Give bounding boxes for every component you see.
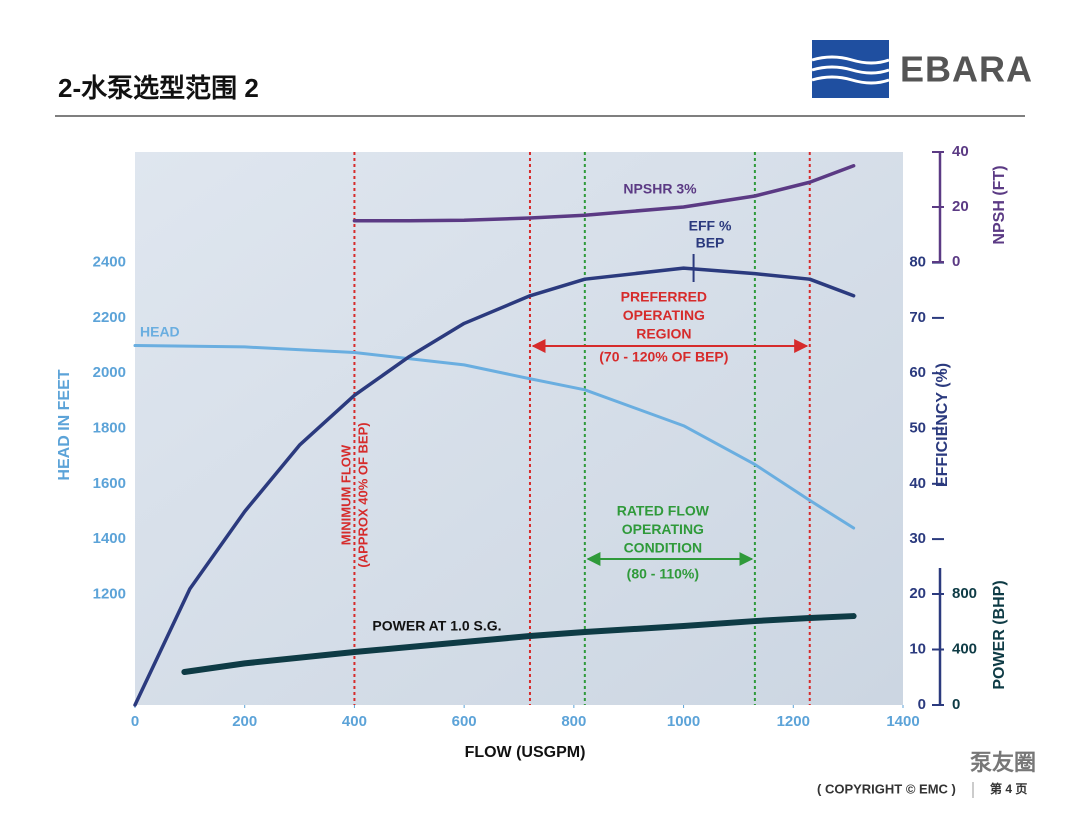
x-tick-label: 800: [561, 713, 586, 730]
logo-mark: [811, 40, 890, 98]
annotation: (70 - 120% OF BEP): [599, 349, 728, 365]
series-label: NPSHR 3%: [623, 181, 697, 197]
x-tick-label: 1400: [886, 713, 919, 730]
annotation: OPERATING: [622, 521, 704, 537]
copyright: ( COPYRIGHT © EMC ): [817, 781, 956, 796]
page-number: 第 4 页: [990, 781, 1027, 796]
y-tick-label: 1200: [93, 585, 126, 602]
y-tick-label: 1800: [93, 419, 126, 436]
slide-title: 2-水泵选型范围 2: [58, 73, 259, 103]
series-line: [133, 344, 856, 530]
y-tick-label: 40: [952, 143, 969, 160]
series-line: [181, 613, 857, 675]
x-tick-label: 400: [342, 713, 367, 730]
annotation: (80 - 110%): [627, 566, 699, 582]
axis-title: HEAD IN FEET: [56, 369, 73, 480]
logo-text: EBARA: [900, 49, 1033, 90]
x-tick-label: 1200: [777, 713, 810, 730]
y-tick-label: 50: [909, 419, 926, 436]
y-tick-label: 2400: [93, 254, 126, 271]
y-tick-label: 20: [952, 198, 969, 215]
y-tick-label: 2000: [93, 364, 126, 381]
x-tick-label: 0: [131, 713, 139, 730]
y-tick-label: 70: [909, 309, 926, 326]
y-tick-label: 0: [918, 696, 926, 713]
annotation: REGION: [636, 326, 691, 342]
axis-title: POWER (BHP): [991, 580, 1008, 689]
y-tick-label: 800: [952, 585, 977, 602]
y-tick-label: 60: [909, 364, 926, 381]
series-label: EFF %: [689, 218, 732, 234]
y-tick-label: 400: [952, 640, 977, 657]
y-tick-label: 0: [952, 696, 960, 713]
series-label: POWER AT 1.0 S.G.: [372, 618, 501, 634]
y-tick-label: 1400: [93, 530, 126, 547]
annotation: CONDITION: [624, 540, 703, 556]
axis-title: NPSH (FT): [991, 165, 1008, 244]
y-tick-label: 30: [909, 530, 926, 547]
series-line: [133, 266, 856, 707]
y-tick-label: 20: [909, 585, 926, 602]
watermark: 泵友圈: [970, 750, 1036, 775]
x-tick-label: 1000: [667, 713, 700, 730]
x-tick-label: 600: [452, 713, 477, 730]
x-tick-label: 200: [232, 713, 257, 730]
annotation: (APPROX 40% OF BEP): [355, 422, 370, 567]
y-tick-label: 10: [909, 640, 926, 657]
annotation: OPERATING: [623, 307, 705, 323]
y-tick-label: 40: [909, 475, 926, 492]
y-tick-label: 2200: [93, 309, 126, 326]
annotation: MINIMUM FLOW: [338, 444, 353, 545]
bep-label: BEP: [696, 235, 725, 251]
y-tick-label: 1600: [93, 475, 126, 492]
y-tick-label: 80: [909, 254, 926, 271]
plot-area: [135, 152, 903, 705]
annotation: RATED FLOW: [617, 503, 710, 519]
axis-title: EFFICIENCY (%): [934, 363, 951, 487]
x-axis-title: FLOW (USGPM): [465, 744, 586, 761]
series-label: HEAD: [140, 324, 180, 340]
annotation: PREFERRED: [621, 289, 707, 305]
series-line: [352, 164, 856, 223]
y-tick-label: 0: [952, 253, 960, 270]
